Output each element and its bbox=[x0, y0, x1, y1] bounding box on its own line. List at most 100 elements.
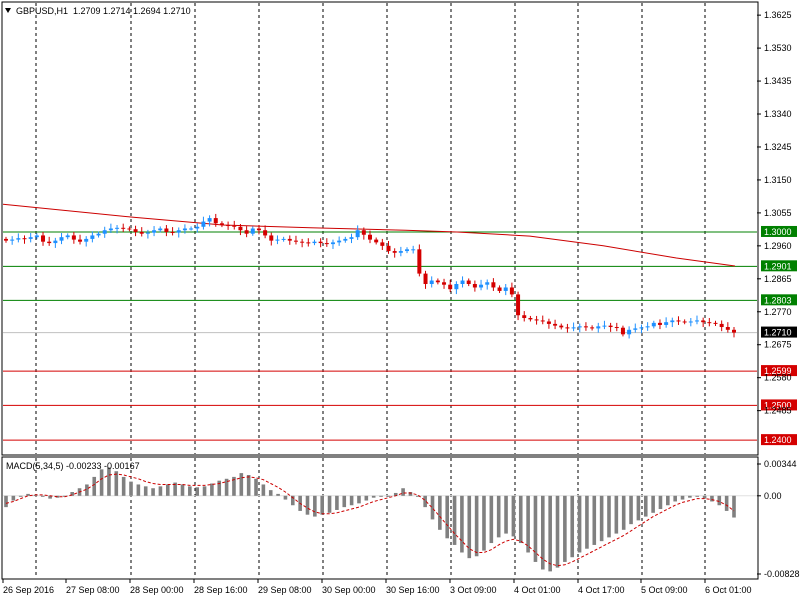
candle-body bbox=[565, 327, 570, 329]
candle-body bbox=[28, 237, 33, 239]
candle-body bbox=[509, 287, 514, 295]
level-tag bbox=[761, 434, 797, 446]
candle-body bbox=[460, 280, 465, 285]
candle-body bbox=[417, 249, 422, 274]
level-tag bbox=[761, 260, 797, 272]
macd-bar bbox=[482, 495, 486, 551]
macd-bar bbox=[724, 495, 729, 511]
candle-body bbox=[534, 319, 539, 321]
candlesticks bbox=[4, 213, 736, 339]
macd-bar bbox=[423, 495, 427, 508]
macd-bar bbox=[511, 495, 516, 537]
macd-bar bbox=[202, 486, 207, 496]
macd-panel-frame bbox=[1, 456, 759, 580]
macd-bar bbox=[474, 495, 479, 557]
macd-bar bbox=[518, 495, 523, 544]
candle-body bbox=[448, 284, 453, 290]
candle-body bbox=[583, 326, 588, 328]
macd-bar bbox=[40, 495, 45, 497]
candle-body bbox=[392, 251, 397, 253]
macd-bar bbox=[702, 495, 707, 499]
macd-bar bbox=[599, 495, 604, 542]
triangle-down-icon[interactable] bbox=[5, 8, 11, 13]
candle-body bbox=[349, 237, 354, 239]
macd-bar bbox=[26, 493, 30, 496]
candle-body bbox=[651, 322, 656, 327]
macd-bar bbox=[143, 486, 148, 496]
macd-bar bbox=[107, 467, 111, 496]
macd-bar bbox=[313, 495, 317, 517]
candle-body bbox=[244, 230, 249, 234]
candle-body bbox=[546, 321, 551, 324]
candle-body bbox=[590, 327, 595, 329]
macd-bar bbox=[533, 495, 538, 562]
candle-body bbox=[90, 235, 95, 239]
macd-bar bbox=[379, 495, 383, 497]
candle-body bbox=[213, 218, 218, 224]
candle-body bbox=[516, 294, 521, 316]
candle-body bbox=[145, 232, 150, 234]
candle-body bbox=[300, 241, 305, 243]
macd-bar bbox=[467, 495, 472, 559]
macd-bar bbox=[290, 495, 295, 506]
candle-body bbox=[312, 241, 317, 244]
level-tag bbox=[761, 225, 797, 237]
macd-signal-line bbox=[5, 473, 735, 567]
macd-bar bbox=[114, 471, 119, 496]
macd-bar bbox=[460, 495, 464, 553]
macd-tick-label: 0.00344 bbox=[764, 459, 797, 469]
macd-bar bbox=[320, 495, 325, 515]
candle-body bbox=[22, 238, 27, 240]
macd-bar bbox=[158, 486, 163, 496]
macd-bar bbox=[99, 469, 104, 496]
price-axis: 1.3625 1.3530 1.3435 1.3340 1.3245 1.3150 1.30… bbox=[757, 10, 800, 579]
candle-body bbox=[423, 273, 428, 285]
candle-body bbox=[108, 228, 113, 231]
macd-bar bbox=[121, 476, 126, 496]
macd-bar bbox=[48, 495, 52, 499]
candle-body bbox=[713, 322, 718, 324]
candle-body bbox=[170, 231, 175, 233]
level-tag-label: 1.2500 bbox=[764, 400, 792, 410]
candle-body bbox=[337, 240, 342, 243]
macd-bar bbox=[224, 478, 229, 496]
candle-body bbox=[398, 251, 403, 253]
candle-body bbox=[65, 235, 70, 238]
macd-bar bbox=[408, 492, 413, 496]
time-tick-label: 28 Sep 16:00 bbox=[194, 585, 248, 595]
macd-bar bbox=[364, 495, 369, 501]
candle-body bbox=[491, 282, 496, 288]
candle-body bbox=[361, 230, 366, 235]
candle-body bbox=[53, 240, 58, 244]
level-tag-label: 1.2803 bbox=[764, 295, 792, 305]
macd-bar bbox=[11, 495, 16, 501]
macd-bar bbox=[614, 495, 619, 534]
candle-body bbox=[343, 238, 348, 241]
price-tick-label: 1.2865 bbox=[764, 274, 792, 284]
macd-bar bbox=[232, 476, 236, 496]
price-tick-label: 1.3435 bbox=[764, 76, 792, 86]
candle-body bbox=[34, 235, 39, 238]
ohlc-values: 1.2709 1.2714 1.2694 1.2710 bbox=[73, 6, 191, 16]
horizontal-levels[interactable]: 1.3000 1.2901 1.2803 1.2599 1.2500 1.2400 1.27… bbox=[3, 225, 797, 446]
macd-bar bbox=[541, 495, 545, 570]
time-tick-label: 30 Sep 00:00 bbox=[322, 585, 376, 595]
candle-body bbox=[47, 241, 52, 244]
macd-bar bbox=[18, 495, 23, 497]
candle-body bbox=[71, 235, 76, 240]
macd-label: MACD(5,34,5) -0.00233 -0.00167 bbox=[6, 461, 140, 471]
candle-body bbox=[657, 322, 662, 325]
candle-body bbox=[127, 228, 132, 230]
macd-bar bbox=[673, 495, 677, 502]
candle-body bbox=[176, 230, 181, 233]
macd-bar bbox=[136, 484, 141, 496]
macd-bar bbox=[4, 495, 8, 508]
macd-bar bbox=[430, 495, 435, 520]
macd-bar bbox=[577, 495, 582, 553]
macd-bar bbox=[680, 495, 685, 500]
macd-bar bbox=[349, 495, 354, 506]
macd-bar bbox=[85, 484, 89, 496]
candle-body bbox=[596, 326, 601, 329]
